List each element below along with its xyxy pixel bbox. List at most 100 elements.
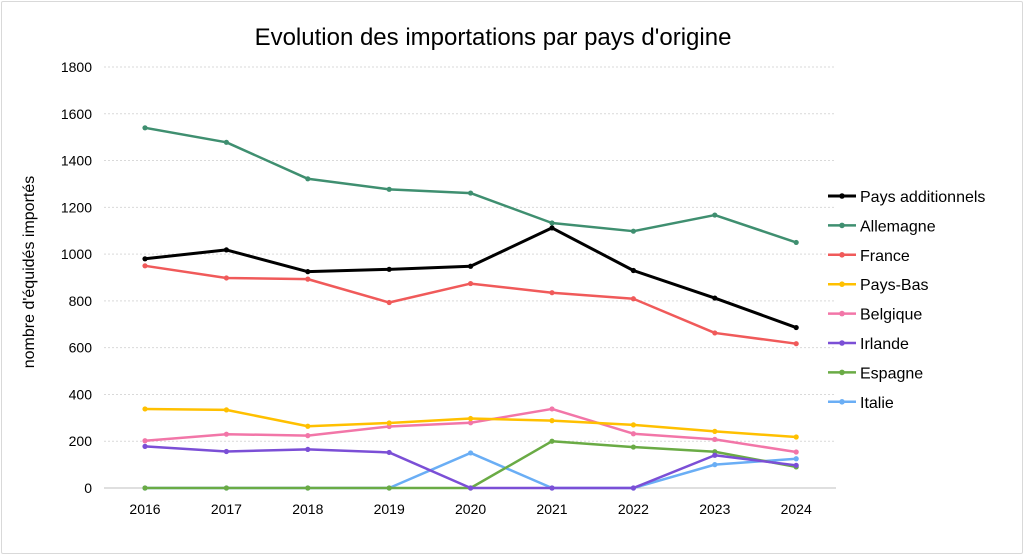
data-point: [468, 263, 474, 269]
data-point: [549, 418, 555, 424]
data-point: [630, 422, 637, 428]
data-point: [712, 330, 718, 336]
data-point: [793, 239, 799, 246]
data-point: [223, 275, 229, 281]
legend-item-espagne: Espagne: [828, 365, 923, 382]
data-point: [468, 450, 474, 456]
series-allemagne: [142, 125, 799, 246]
y-tick-label: 400: [69, 386, 93, 402]
series-line-allemagne: [143, 126, 798, 244]
data-point: [793, 462, 799, 468]
x-axis-ticks: 2016 2017 2018 2019 2020 2021 2022 2023 2024: [129, 501, 812, 517]
data-point: [305, 446, 311, 453]
legend-item-irlande: Irlande: [828, 336, 909, 353]
data-point: [386, 266, 392, 272]
data-point: [468, 190, 474, 196]
x-tick-label: 2017: [211, 501, 242, 517]
x-tick-label: 2022: [618, 501, 649, 517]
data-point: [712, 428, 718, 434]
x-tick-label: 2018: [292, 501, 323, 517]
x-tick-label: 2020: [455, 501, 486, 517]
legend-label: Pays-Bas: [860, 277, 928, 294]
y-tick-label: 1000: [61, 246, 92, 262]
data-point: [549, 438, 555, 444]
data-point: [223, 247, 229, 253]
data-point: [468, 420, 474, 426]
legend-marker: [839, 252, 845, 258]
data-point: [305, 423, 311, 429]
series-line-espagne: [143, 439, 798, 490]
data-point: [305, 269, 311, 275]
chart-title: Evolution des importations par pays d'or…: [255, 24, 732, 51]
data-point: [142, 125, 148, 131]
data-point: [712, 462, 718, 468]
series-belgique: [142, 406, 799, 455]
series-espagne: [142, 438, 799, 491]
series-irlande: [142, 443, 799, 491]
data-point: [549, 485, 555, 491]
data-point: [793, 341, 799, 347]
data-point: [305, 485, 311, 491]
y-tick-label: 1200: [61, 199, 92, 215]
data-point: [305, 276, 311, 282]
y-axis-ticks: 0 200 400 600 800 1000 1200 1400 1600 1800: [61, 59, 92, 496]
legend-marker: [839, 399, 845, 405]
data-point: [223, 139, 229, 145]
data-point: [223, 407, 229, 413]
y-tick-label: 1400: [61, 153, 92, 169]
data-point: [712, 212, 718, 218]
data-point: [793, 449, 799, 455]
legend-marker: [839, 281, 845, 288]
legend-item-france: France: [828, 248, 910, 265]
data-point: [468, 485, 474, 491]
data-point: [305, 176, 311, 182]
legend-label: Belgique: [860, 307, 922, 324]
y-tick-label: 1800: [61, 59, 92, 75]
legend-item-italie: Italie: [828, 395, 894, 412]
data-point: [142, 406, 148, 412]
data-point: [386, 485, 392, 491]
data-point: [630, 267, 637, 274]
series-line-france: [143, 264, 798, 345]
y-tick-label: 600: [69, 340, 93, 356]
data-point: [468, 280, 474, 287]
legend-label: Pays additionnels: [860, 189, 985, 206]
legend-item-pays-bas: Pays-Bas: [828, 277, 928, 294]
legend-marker: [839, 193, 845, 199]
series-pays-additionnels: [142, 225, 799, 331]
legend-marker: [839, 310, 845, 317]
legend-marker: [839, 222, 845, 229]
series-lines: [142, 125, 799, 491]
data-point: [793, 456, 799, 462]
data-point: [712, 436, 718, 442]
x-tick-label: 2016: [129, 501, 160, 517]
data-point: [386, 449, 392, 456]
legend-label: Irlande: [860, 336, 909, 353]
x-tick-label: 2024: [781, 501, 812, 517]
data-point: [386, 299, 392, 306]
x-tick-label: 2023: [699, 501, 730, 517]
data-point: [630, 431, 637, 437]
data-point: [793, 324, 799, 331]
series-france: [142, 263, 799, 347]
data-point: [712, 295, 718, 301]
data-point: [549, 406, 555, 412]
data-point: [142, 438, 148, 444]
y-tick-label: 1600: [61, 106, 92, 122]
legend-label: Allemagne: [860, 218, 936, 235]
legend-item-allemagne: Allemagne: [828, 218, 936, 235]
legend: Pays additionnels Allemagne France Pays-Bas…: [828, 189, 985, 412]
data-point: [223, 431, 229, 437]
data-point: [549, 290, 555, 296]
x-tick-label: 2019: [374, 501, 405, 517]
y-tick-label: 0: [84, 480, 92, 496]
data-point: [142, 256, 148, 262]
data-point: [793, 434, 799, 440]
series-italie: [142, 450, 799, 491]
legend-label: Italie: [860, 395, 894, 412]
legend-item-belgique: Belgique: [828, 307, 922, 324]
data-point: [549, 220, 555, 226]
series-pays-bas: [142, 406, 799, 440]
